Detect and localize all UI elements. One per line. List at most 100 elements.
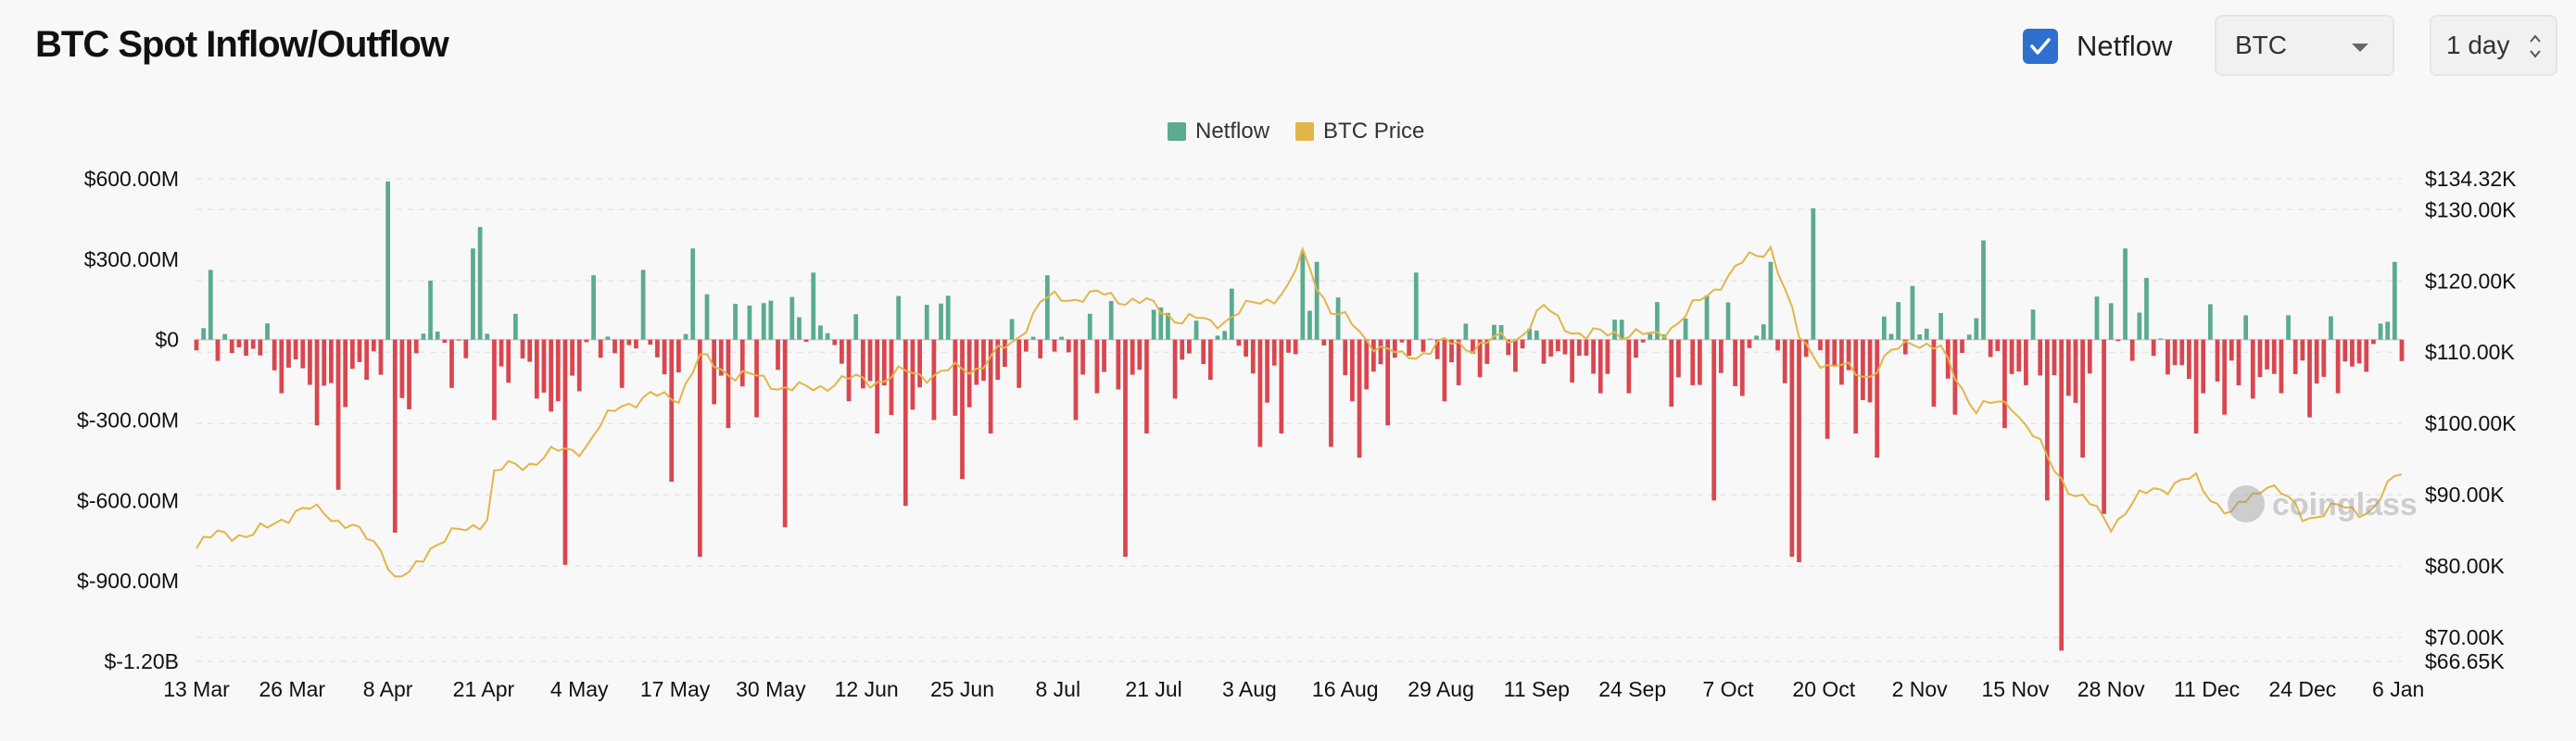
netflow-bar xyxy=(591,275,596,340)
netflow-bar xyxy=(1861,339,1865,400)
netflow-bar xyxy=(776,339,780,370)
netflow-bar xyxy=(2166,339,2170,375)
netflow-bar xyxy=(2094,296,2100,340)
netflow-bar xyxy=(343,339,348,408)
netflow-bar xyxy=(1938,312,1943,340)
netflow-bar xyxy=(981,339,986,382)
right-axis-tick-label: $120.00K xyxy=(2425,269,2517,293)
netflow-bar xyxy=(1698,339,1702,385)
netflow-bar xyxy=(2080,339,2085,458)
netflow-bar xyxy=(1513,339,1518,372)
netflow-bar xyxy=(697,339,702,558)
netflow-bar xyxy=(1180,339,1185,360)
netflow-bar xyxy=(1137,339,1143,370)
netflow-bar xyxy=(832,339,838,345)
netflow-bar xyxy=(1910,285,1915,340)
left-axis-tick-label: $600.00M xyxy=(84,167,179,191)
netflow-bar xyxy=(1172,339,1178,399)
netflow-bar xyxy=(1257,339,1263,447)
netflow-bar xyxy=(477,227,483,340)
netflow-bar xyxy=(2201,339,2206,394)
netflow-bar xyxy=(690,248,696,340)
netflow-bar xyxy=(1584,339,1589,356)
netflow-bar xyxy=(258,339,263,356)
right-axis-tick-label: $90.00K xyxy=(2425,483,2505,507)
netflow-bar xyxy=(506,339,511,383)
checkmark-icon xyxy=(2030,38,2051,55)
netflow-bar xyxy=(634,339,638,349)
netflow-bar xyxy=(2016,339,2022,372)
netflow-checkbox[interactable] xyxy=(2023,29,2058,64)
interval-select[interactable]: 1 day xyxy=(2430,15,2557,76)
netflow-bar xyxy=(1966,334,1972,340)
netflow-bar xyxy=(2108,303,2114,340)
netflow-bar xyxy=(279,339,284,394)
x-axis-tick-label: 20 Oct xyxy=(1792,677,1855,701)
netflow-bar xyxy=(626,339,632,345)
netflow-bar xyxy=(2371,339,2376,345)
netflow-bar xyxy=(1193,320,1199,340)
netflow-bar xyxy=(648,339,653,345)
netflow-bar xyxy=(2073,339,2078,403)
netflow-bar xyxy=(1335,297,1341,340)
netflow-bar xyxy=(1399,339,1405,343)
netflow-bar xyxy=(2279,339,2284,394)
netflow-bar xyxy=(236,339,242,348)
netflow-bar xyxy=(1116,339,1121,390)
netflow-bar xyxy=(456,339,461,341)
netflow-bar xyxy=(754,339,759,418)
netflow-bar xyxy=(1797,339,1801,562)
netflow-bar xyxy=(896,295,901,340)
netflow-bar xyxy=(1669,339,1674,408)
x-axis-tick-label: 8 Apr xyxy=(363,677,413,701)
netflow-bar xyxy=(2356,339,2362,364)
netflow-bar xyxy=(1881,316,1887,340)
netflow-bar xyxy=(1690,339,1696,385)
netflow-bar xyxy=(2292,339,2298,374)
netflow-toggle[interactable]: Netflow xyxy=(2023,28,2172,65)
left-axis-tick-label: $300.00M xyxy=(84,247,179,271)
netflow-bar xyxy=(655,339,660,358)
netflow-bar xyxy=(1187,339,1192,354)
netflow-bar xyxy=(1428,338,1433,340)
netflow-bar xyxy=(1250,339,1256,374)
netflow-bar xyxy=(1634,339,1638,358)
legend-item-netflow[interactable]: Netflow xyxy=(1168,119,1269,144)
netflow-bar xyxy=(1229,288,1234,340)
netflow-bar xyxy=(2052,339,2057,376)
watermark-text: coinglass xyxy=(2272,487,2418,522)
netflow-bar xyxy=(2236,339,2241,385)
netflow-bar xyxy=(1875,339,1880,458)
netflow-bar xyxy=(1825,339,1830,439)
netflow-bar xyxy=(1017,339,1022,388)
netflow-bar xyxy=(1902,339,1908,355)
netflow-bar xyxy=(875,339,880,433)
netflow-bar xyxy=(1888,333,1894,340)
netflow-bar xyxy=(1924,328,1929,340)
netflow-bar xyxy=(1995,339,2001,351)
netflow-bar xyxy=(349,339,355,370)
netflow-bar xyxy=(960,339,965,480)
right-axis-tick-label: $70.00K xyxy=(2425,625,2505,649)
netflow-bar xyxy=(1044,275,1050,340)
right-axis-tick-label: $134.32K xyxy=(2425,167,2517,191)
netflow-bar xyxy=(1548,339,1554,357)
netflow-bar xyxy=(407,339,411,409)
x-axis-tick-label: 17 May xyxy=(640,677,711,701)
right-axis-tick-label: $80.00K xyxy=(2425,554,2505,578)
netflow-bar xyxy=(1434,339,1440,359)
netflow-bar xyxy=(1378,339,1383,365)
asset-select[interactable]: BTC xyxy=(2215,15,2394,76)
x-axis-tick-label: 2 Nov xyxy=(1892,677,1949,701)
netflow-bar xyxy=(1073,339,1079,421)
netflow-bar xyxy=(761,303,766,340)
netflow-bar xyxy=(222,333,227,340)
netflow-bar xyxy=(1265,339,1269,403)
netflow-bar xyxy=(399,339,405,398)
netflow-bar xyxy=(1108,300,1114,340)
netflow-bar xyxy=(2030,309,2036,340)
netflow-bar xyxy=(492,339,497,421)
netflow-bar xyxy=(683,333,688,340)
legend-item-btc-price[interactable]: BTC Price xyxy=(1295,119,1424,144)
netflow-bar xyxy=(1704,295,1710,340)
